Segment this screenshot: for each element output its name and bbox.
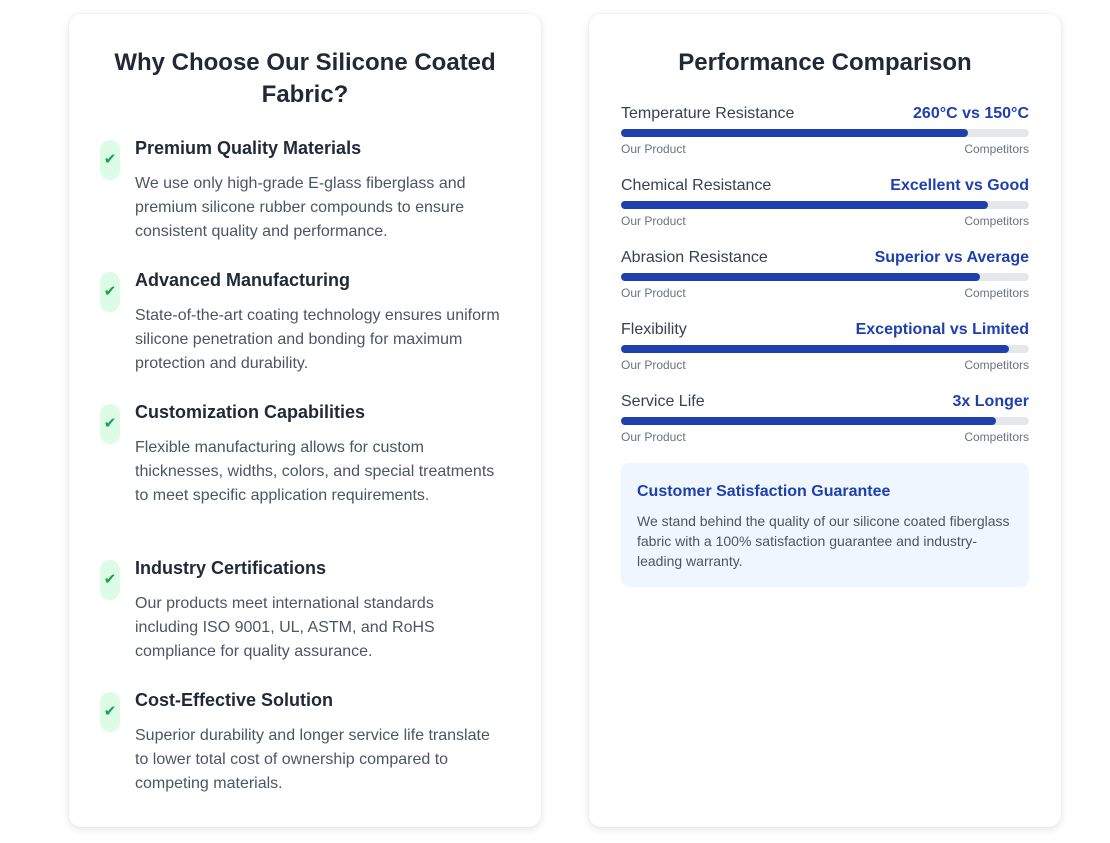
check-icon: ✔ [100,560,120,600]
our-product-label: Our Product [621,286,686,300]
progress-track [621,345,1029,353]
performance-card: Performance Comparison Temperature Resis… [589,14,1061,827]
our-product-label: Our Product [621,214,686,228]
metric-label: Temperature Resistance [621,105,795,122]
feature-title: Industry Certifications [135,558,327,578]
progress-fill [621,345,1009,353]
feature-title: Cost-Effective Solution [135,690,334,710]
metric-value: 3x Longer [952,393,1029,410]
metric-label: Chemical Resistance [621,177,772,194]
guarantee-box: Customer Satisfaction Guarantee We stand… [621,463,1029,587]
guarantee-text: We stand behind the quality of our silic… [637,513,1010,569]
our-product-label: Our Product [621,358,686,372]
metric-value: Excellent vs Good [890,177,1029,194]
why-choose-title: Why Choose Our Silicone Coated Fabric? [114,49,496,108]
metric-value: Exceptional vs Limited [855,321,1029,338]
metric-value: 260°C vs 150°C [913,105,1029,122]
check-icon: ✔ [100,272,120,312]
feature-description: Superior durability and longer service l… [135,727,490,792]
feature-description: Flexible manufacturing allows for custom… [135,439,495,504]
feature-description: Our products meet international standard… [135,595,435,660]
competitors-label: Competitors [964,142,1029,156]
competitors-label: Competitors [964,430,1029,444]
check-icon: ✔ [100,692,120,732]
performance-title: Performance Comparison [678,49,972,76]
why-choose-card: Why Choose Our Silicone Coated Fabric? ✔… [69,14,541,827]
progress-fill [621,129,968,137]
feature-title: Advanced Manufacturing [135,270,351,290]
progress-track [621,129,1029,137]
feature-title: Customization Capabilities [135,402,366,422]
metric-label: Flexibility [621,321,687,338]
progress-fill [621,201,989,209]
competitors-label: Competitors [964,286,1029,300]
feature-title: Premium Quality Materials [135,138,362,158]
metric-value: Superior vs Average [874,249,1029,266]
check-icon: ✔ [100,404,120,444]
progress-fill [621,417,997,425]
our-product-label: Our Product [621,142,686,156]
progress-track [621,273,1029,281]
competitors-label: Competitors [964,214,1029,228]
metric-label: Abrasion Resistance [621,249,768,266]
guarantee-title: Customer Satisfaction Guarantee [637,483,891,500]
feature-description: State-of-the-art coating technology ensu… [135,307,500,372]
progress-fill [621,273,981,281]
check-icon: ✔ [100,140,120,180]
competitors-label: Competitors [964,358,1029,372]
feature-description: We use only high-grade E-glass fiberglas… [135,175,466,240]
metric-label: Service Life [621,393,705,410]
progress-track [621,201,1029,209]
our-product-label: Our Product [621,430,686,444]
progress-track [621,417,1029,425]
